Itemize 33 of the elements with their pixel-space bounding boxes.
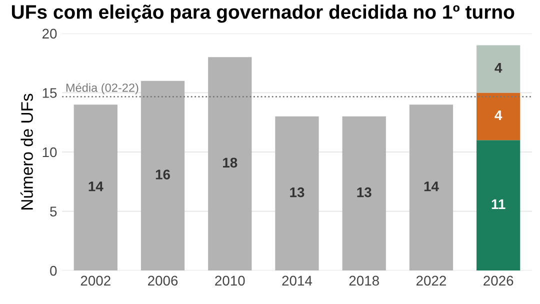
y-axis-title: Número de UFs bbox=[20, 94, 33, 210]
x-tick-label: 2006 bbox=[148, 276, 178, 286]
data-label: 13 bbox=[357, 187, 372, 198]
ref-line-label: Média (02-22) bbox=[66, 83, 138, 94]
bar bbox=[140, 80, 185, 271]
bar bbox=[476, 45, 520, 93]
x-tick-label: 2010 bbox=[215, 276, 245, 286]
data-label: 13 bbox=[290, 187, 304, 198]
bar bbox=[476, 92, 520, 140]
x-tick-label: 2026 bbox=[484, 276, 514, 286]
y-tick-label: 20 bbox=[42, 28, 57, 39]
y-tick-label: 0 bbox=[50, 266, 57, 276]
x-tick-label: 2022 bbox=[416, 276, 446, 286]
x-tick-label: 2018 bbox=[349, 276, 379, 286]
data-label: 16 bbox=[156, 170, 170, 180]
data-label: 14 bbox=[424, 182, 439, 192]
bar bbox=[275, 116, 319, 271]
data-label: 4 bbox=[494, 110, 502, 120]
bar bbox=[74, 104, 118, 271]
bar bbox=[208, 57, 252, 271]
chart-title: UFs com eleição para governador decidida no 1º turno bbox=[12, 4, 514, 23]
x-tick-label: 2002 bbox=[80, 276, 110, 286]
data-label: 14 bbox=[88, 182, 104, 192]
data-label: 18 bbox=[223, 158, 238, 168]
data-label: 11 bbox=[492, 199, 506, 209]
y-tick-label: 10 bbox=[42, 147, 57, 158]
bar bbox=[476, 140, 520, 271]
data-label: 4 bbox=[494, 63, 502, 73]
x-tick-label: 2014 bbox=[282, 276, 312, 286]
bar bbox=[342, 116, 386, 271]
y-tick-label: 5 bbox=[50, 206, 57, 216]
y-tick-label: 15 bbox=[42, 88, 57, 98]
bar bbox=[409, 104, 454, 271]
